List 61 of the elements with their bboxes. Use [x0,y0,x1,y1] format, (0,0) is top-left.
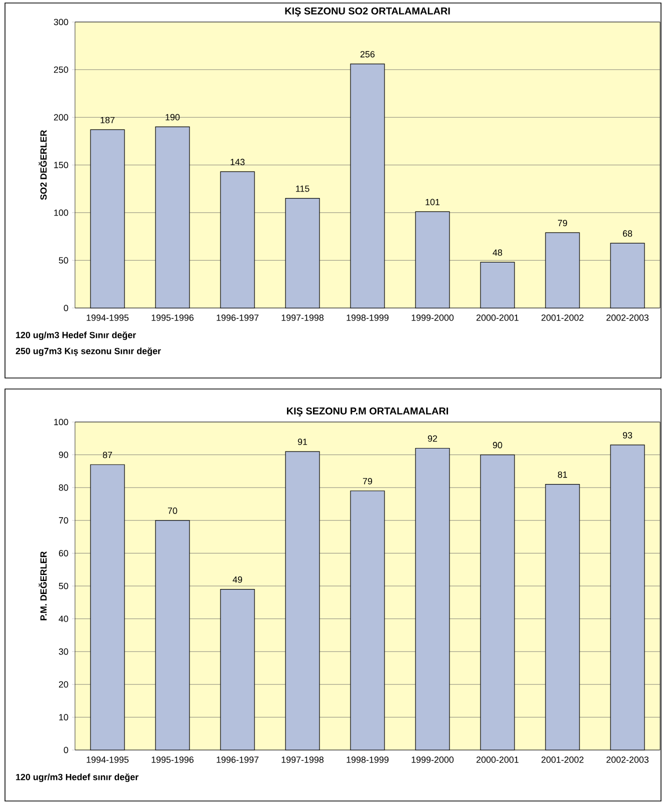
x-tick-label: 2000-2001 [476,756,518,763]
y-tick-label: 300 [54,18,68,26]
chart-title: KIŞ SEZONU P.M ORTALAMALARI [286,407,448,416]
data-label: 49 [232,576,242,583]
data-label: 190 [166,114,180,120]
x-tick-label: 1999-2000 [412,756,454,763]
data-label: 79 [362,478,372,484]
y-tick-label: 200 [54,114,68,121]
x-tick-label: 1999-2000 [412,314,454,321]
y-tick-label: 0 [64,746,68,754]
data-label: 91 [298,438,308,446]
x-tick-label: 1997-1998 [282,314,324,321]
y-tick-label: 50 [58,582,68,590]
y-tick-label: 250 [54,66,68,73]
x-tick-label: 1994-1995 [86,314,129,321]
y-tick-label: 40 [58,616,68,622]
data-label: 187 [100,116,115,124]
data-label: 48 [492,249,502,256]
data-label: 92 [428,435,438,442]
x-tick-label: 2002-2003 [606,756,649,763]
x-tick-label: 1994-1995 [86,756,129,763]
y-tick-label: 70 [58,517,68,524]
y-tick-label: 50 [58,257,68,264]
x-tick-label: 2002-2003 [606,314,649,321]
x-tick-label: 1998-1999 [346,756,389,763]
y-axis-title: SO2 DEĞERLER [38,130,47,200]
y-tick-label: 100 [54,418,68,426]
x-tick-label: 1996-1997 [216,314,258,321]
data-label: 93 [622,432,632,438]
data-label: 143 [230,158,245,166]
y-tick-label: 10 [59,714,68,720]
data-label: 87 [102,452,112,458]
x-tick-label: 2000-2001 [476,314,518,321]
y-tick-label: 150 [54,162,68,168]
y-tick-label: 60 [58,550,68,556]
x-tick-label: 1995-1996 [152,756,194,763]
text: 120 ugr/m3 Hedef sınır değer [16,774,138,782]
y-tick-label: 80 [58,484,68,491]
data-label: 101 [426,198,440,206]
data-label: 68 [622,230,632,237]
data-label: 90 [492,442,502,448]
data-label: 81 [558,471,568,478]
y-tick-label: 20 [58,681,68,688]
y-tick-label: 100 [54,209,68,216]
text: 250 ug7m3 Kış sezonu Sınır değer [16,348,161,356]
x-tick-label: 2001-2002 [542,314,584,321]
y-tick-label: 0 [64,304,68,312]
x-tick-label: 1995-1996 [152,314,194,321]
chart-title: KIŞ SEZONU SO2 ORTALAMALARI [285,7,450,16]
text: 120 ug/m3 Hedef Sınır değer [16,332,136,340]
data-label: 79 [558,220,568,226]
x-tick-label: 2001-2002 [542,756,584,763]
y-axis-title: P.M. DEĞERLER [38,551,47,620]
data-label: 70 [168,508,178,514]
data-label: 256 [360,51,375,58]
data-label: 115 [296,186,310,192]
y-tick-label: 30 [58,648,68,655]
y-tick-label: 90 [58,452,68,458]
x-tick-label: 1996-1997 [216,756,258,763]
x-tick-label: 1998-1999 [346,314,389,321]
x-tick-label: 1997-1998 [282,756,324,763]
